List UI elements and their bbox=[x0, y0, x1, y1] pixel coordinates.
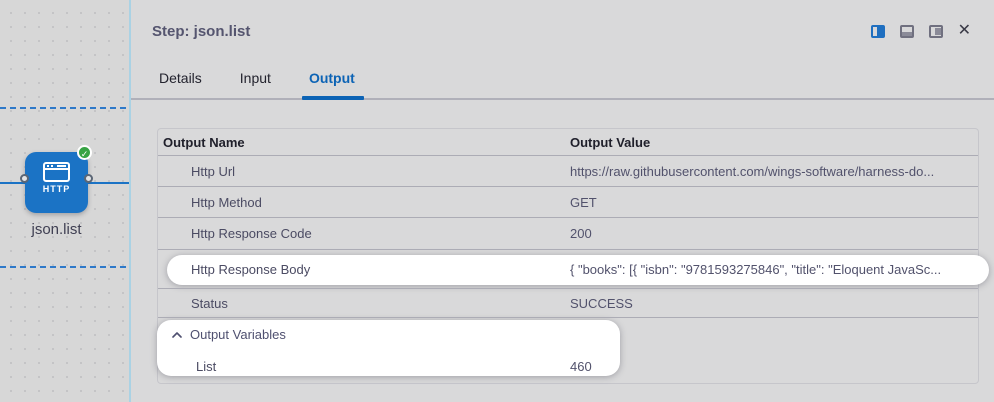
row-value: https://raw.githubusercontent.com/wings-… bbox=[570, 163, 935, 179]
tab-output[interactable]: Output bbox=[308, 70, 355, 86]
row-name: List bbox=[196, 358, 217, 374]
stage-boundary-dashed-line bbox=[0, 266, 131, 268]
column-header-output-value: Output Value bbox=[570, 134, 651, 150]
http-icon-label: HTTP bbox=[42, 184, 71, 194]
table-row-http-method: Http Method GET bbox=[158, 187, 978, 218]
tab-bar: Details Input Output bbox=[159, 70, 355, 86]
table-row-http-url: Http Url https://raw.githubusercontent.c… bbox=[158, 156, 978, 187]
layout-split-bottom-icon[interactable] bbox=[899, 24, 914, 38]
step-details-panel: Step: json.list ✕ Details Input Output O… bbox=[131, 0, 994, 402]
row-name: Status bbox=[191, 295, 228, 311]
panel-title: Step: json.list bbox=[152, 23, 251, 40]
table-row-http-response-body: Http Response Body { "books": [{ "isbn":… bbox=[158, 250, 978, 289]
row-value: GET bbox=[570, 194, 597, 210]
row-name: Http Url bbox=[191, 163, 236, 179]
highlight-output-variables bbox=[157, 320, 620, 376]
output-variables-group-toggle[interactable]: Output Variables bbox=[158, 318, 978, 351]
group-label: Output Variables bbox=[190, 327, 286, 342]
table-row-list: List 460 bbox=[158, 351, 978, 381]
table-row-status: Status SUCCESS bbox=[158, 289, 978, 318]
row-name: Http Method bbox=[191, 194, 262, 210]
table-header-row: Output Name Output Value bbox=[158, 129, 978, 156]
table-row-http-response-code: Http Response Code 200 bbox=[158, 218, 978, 250]
row-name: Http Response Body bbox=[191, 261, 311, 277]
output-table: Output Name Output Value Http Url https:… bbox=[157, 128, 989, 384]
row-value: 200 bbox=[570, 226, 592, 241]
stage-boundary-dashed-line bbox=[0, 107, 131, 109]
row-value: SUCCESS bbox=[570, 295, 633, 311]
highlight-response-body bbox=[167, 255, 989, 285]
http-step-icon: HTTP bbox=[25, 162, 88, 194]
layout-floating-icon[interactable] bbox=[928, 24, 943, 38]
node-input-port[interactable] bbox=[20, 174, 29, 183]
step-node-json-list[interactable]: HTTP ✓ bbox=[20, 145, 93, 213]
tabbar-divider bbox=[131, 98, 994, 100]
step-node-label: json.list bbox=[31, 221, 82, 238]
edge-connector-line bbox=[0, 182, 27, 184]
column-header-output-name: Output Name bbox=[163, 134, 245, 150]
node-output-port[interactable] bbox=[84, 174, 93, 183]
edge-connector-line bbox=[86, 182, 131, 184]
row-value: 460 bbox=[570, 358, 592, 374]
chevron-up-icon bbox=[172, 331, 182, 338]
tab-input[interactable]: Input bbox=[239, 70, 271, 86]
row-name: Http Response Code bbox=[191, 226, 312, 241]
row-value: { "books": [{ "isbn": "9781593275846", "… bbox=[570, 261, 942, 277]
layout-split-right-icon[interactable] bbox=[870, 24, 885, 38]
panel-window-controls: ✕ bbox=[870, 22, 971, 39]
success-check-icon: ✓ bbox=[77, 145, 92, 160]
tab-details[interactable]: Details bbox=[159, 70, 202, 86]
stage-edge-line bbox=[129, 0, 131, 402]
active-tab-underline bbox=[302, 96, 364, 100]
close-icon[interactable]: ✕ bbox=[957, 22, 971, 39]
pipeline-canvas[interactable]: HTTP ✓ json.list bbox=[0, 0, 131, 402]
